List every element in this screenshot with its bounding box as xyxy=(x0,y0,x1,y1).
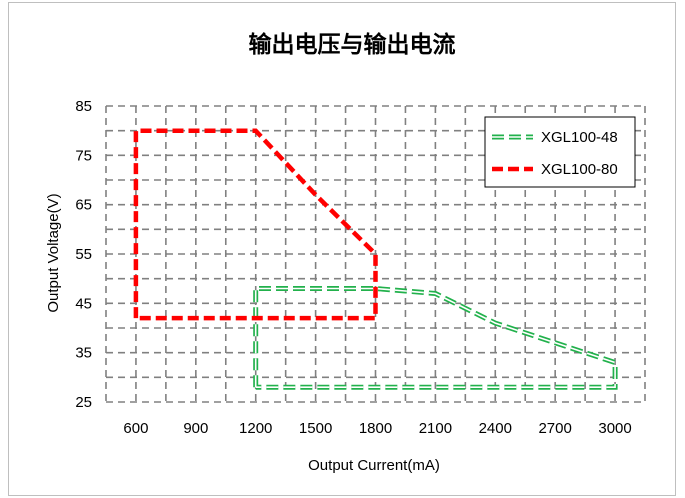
x-tick-label: 2400 xyxy=(479,420,512,437)
y-tick-label: 45 xyxy=(75,295,92,312)
y-tick-labels: 25 35 45 55 65 75 85 xyxy=(75,98,92,411)
series-line-xgl100-80 xyxy=(133,128,378,321)
chart-title: 输出电压与输出电流 xyxy=(249,31,456,58)
series-group xyxy=(133,128,618,390)
x-tick-label: 1200 xyxy=(239,420,272,437)
y-tick-label: 75 xyxy=(75,147,92,164)
x-tick-label: 1800 xyxy=(359,420,392,437)
chart-frame xyxy=(8,2,676,496)
y-tick-label: 35 xyxy=(75,345,92,362)
x-tick-label: 2100 xyxy=(419,420,452,437)
x-tick-label: 3000 xyxy=(598,420,631,437)
y-tick-label: 65 xyxy=(75,197,92,214)
x-tick-labels: 600 900 1200 1500 1800 2100 2400 2700 3000 xyxy=(123,420,631,437)
y-tick-label: 25 xyxy=(75,394,92,411)
y-tick-label: 85 xyxy=(75,98,92,115)
x-axis-label: Output Current(mA) xyxy=(308,457,440,474)
x-tick-label: 600 xyxy=(123,420,148,437)
legend-label: XGL100-48 xyxy=(541,129,618,146)
x-tick-label: 1500 xyxy=(299,420,332,437)
legend: XGL100-48 XGL100-80 xyxy=(484,116,636,188)
x-tick-label: 2700 xyxy=(538,420,571,437)
legend-label: XGL100-80 xyxy=(541,161,618,178)
legend-box xyxy=(484,116,636,188)
y-tick-label: 55 xyxy=(75,246,92,263)
x-tick-label: 900 xyxy=(183,420,208,437)
series-line-inner xyxy=(254,287,616,389)
y-axis-label: Output Voltage(V) xyxy=(45,193,62,312)
